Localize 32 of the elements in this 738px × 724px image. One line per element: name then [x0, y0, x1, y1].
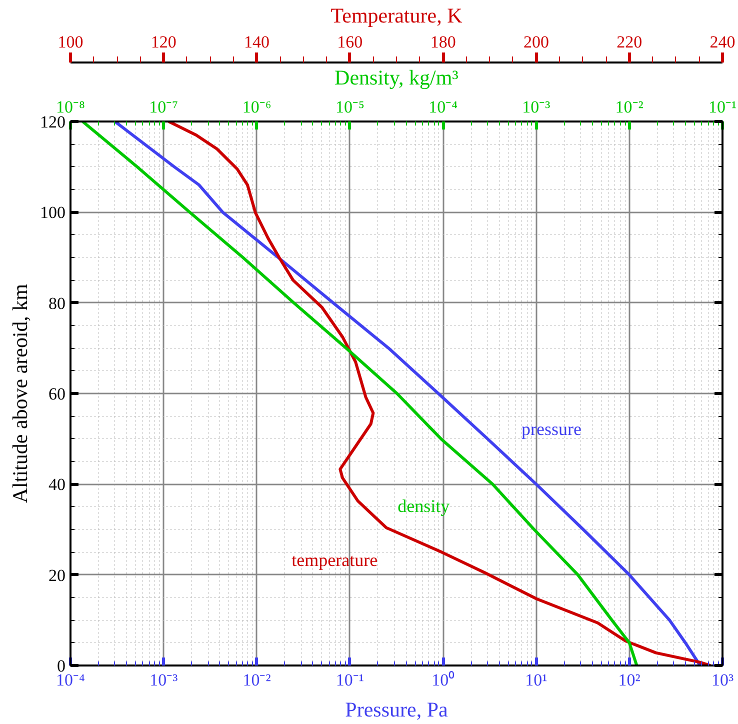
y-tick-label: 80: [48, 294, 66, 313]
x-tick-label: 10²: [618, 670, 640, 690]
y-tick-label: 60: [48, 384, 66, 404]
x-tick-label: 10⁻³: [150, 670, 178, 690]
x-tick-label: 10⁻⁶: [242, 98, 272, 116]
x2-tick-label: 200: [523, 32, 549, 52]
x-tick-label: 10⁻²: [242, 670, 271, 690]
text: density: [398, 496, 450, 516]
x-tick-label: 10⁰: [432, 670, 455, 690]
x-tick-label: 10³: [711, 670, 734, 690]
x2-tick-label: 120: [150, 32, 176, 52]
x-tick-label: 10⁻²: [615, 98, 644, 116]
y-axis-title: Altitude above areoid, km: [8, 284, 32, 504]
y-tick-label: 40: [48, 475, 66, 494]
x-tick-label: 10¹: [525, 670, 548, 690]
x2-axis-title: Temperature, K: [330, 4, 462, 28]
x-tick-label: 10⁻⁷: [149, 98, 178, 116]
x2-tick-label: 180: [430, 32, 456, 52]
x-axis-title: Density, kg/m³: [334, 66, 458, 90]
x-tick-label: 10⁻³: [522, 98, 550, 116]
y-tick-label: 100: [40, 203, 66, 222]
x2-tick-label: 140: [244, 32, 270, 52]
x-tick-label: 10⁻⁴: [428, 98, 458, 116]
series-label: temperature: [292, 550, 378, 570]
x2-tick-label: 220: [616, 32, 642, 52]
x-tick-label: 10⁻¹: [336, 670, 364, 690]
x2-tick-label: 240: [710, 32, 736, 52]
x2-tick-label: 160: [337, 32, 363, 52]
x-tick-label: 10⁻¹: [708, 98, 737, 116]
x-tick-label: 10⁻⁵: [335, 98, 364, 116]
y-tick-label: 20: [48, 566, 66, 585]
x-axis-title: Pressure, Pa: [345, 698, 449, 722]
